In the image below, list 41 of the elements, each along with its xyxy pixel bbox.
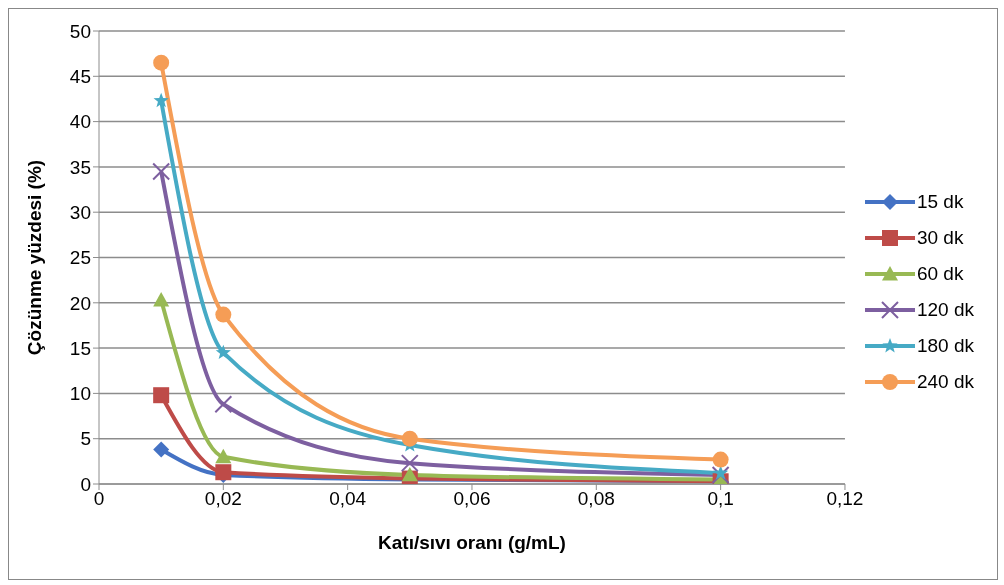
x-tick-label: 0,1 [707, 488, 734, 510]
legend-label: 30 dk [916, 226, 964, 249]
point [153, 387, 170, 404]
y-tick-label: 40 [69, 111, 91, 133]
point [712, 451, 729, 468]
y-tick-label: 5 [80, 428, 91, 450]
legend-label: 60 dk [916, 262, 964, 285]
legend-label: 120 dk [916, 298, 974, 321]
x-tick-label: 0,12 [826, 488, 864, 510]
y-tick-label: 50 [69, 20, 91, 42]
point [214, 395, 233, 414]
y-tick-label: 35 [69, 156, 91, 178]
point [215, 306, 232, 323]
x-tick-label: 0,08 [577, 488, 615, 510]
point [153, 292, 170, 307]
legend-label: 240 dk [916, 370, 974, 393]
point [400, 454, 419, 473]
point [711, 465, 730, 484]
x-tick-label: 0,06 [453, 488, 491, 510]
x-axis-title: Katı/sıvı oranı (g/mL) [378, 532, 566, 553]
y-tick-label: 25 [69, 247, 91, 269]
point [153, 92, 169, 108]
point [215, 344, 231, 360]
y-tick-label: 10 [69, 383, 91, 405]
x-tick-label: 0,04 [329, 488, 367, 510]
y-axis-title: Çözünme yüzdesi (%) [23, 159, 45, 356]
point [401, 466, 418, 482]
legend-label: 15 dk [916, 190, 964, 213]
point [152, 162, 171, 181]
y-tick-label: 20 [69, 292, 91, 314]
point [713, 465, 729, 480]
legend-label: 180 dk [916, 334, 974, 357]
x-tick-label: 0,02 [204, 488, 242, 510]
y-tick-label: 30 [69, 201, 91, 223]
y-tick-label: 15 [69, 337, 91, 359]
point [153, 54, 170, 71]
y-tick-label: 45 [69, 66, 91, 88]
point [153, 441, 170, 458]
point [215, 448, 232, 464]
y-tick-label: 0 [80, 473, 91, 495]
point [401, 430, 418, 447]
